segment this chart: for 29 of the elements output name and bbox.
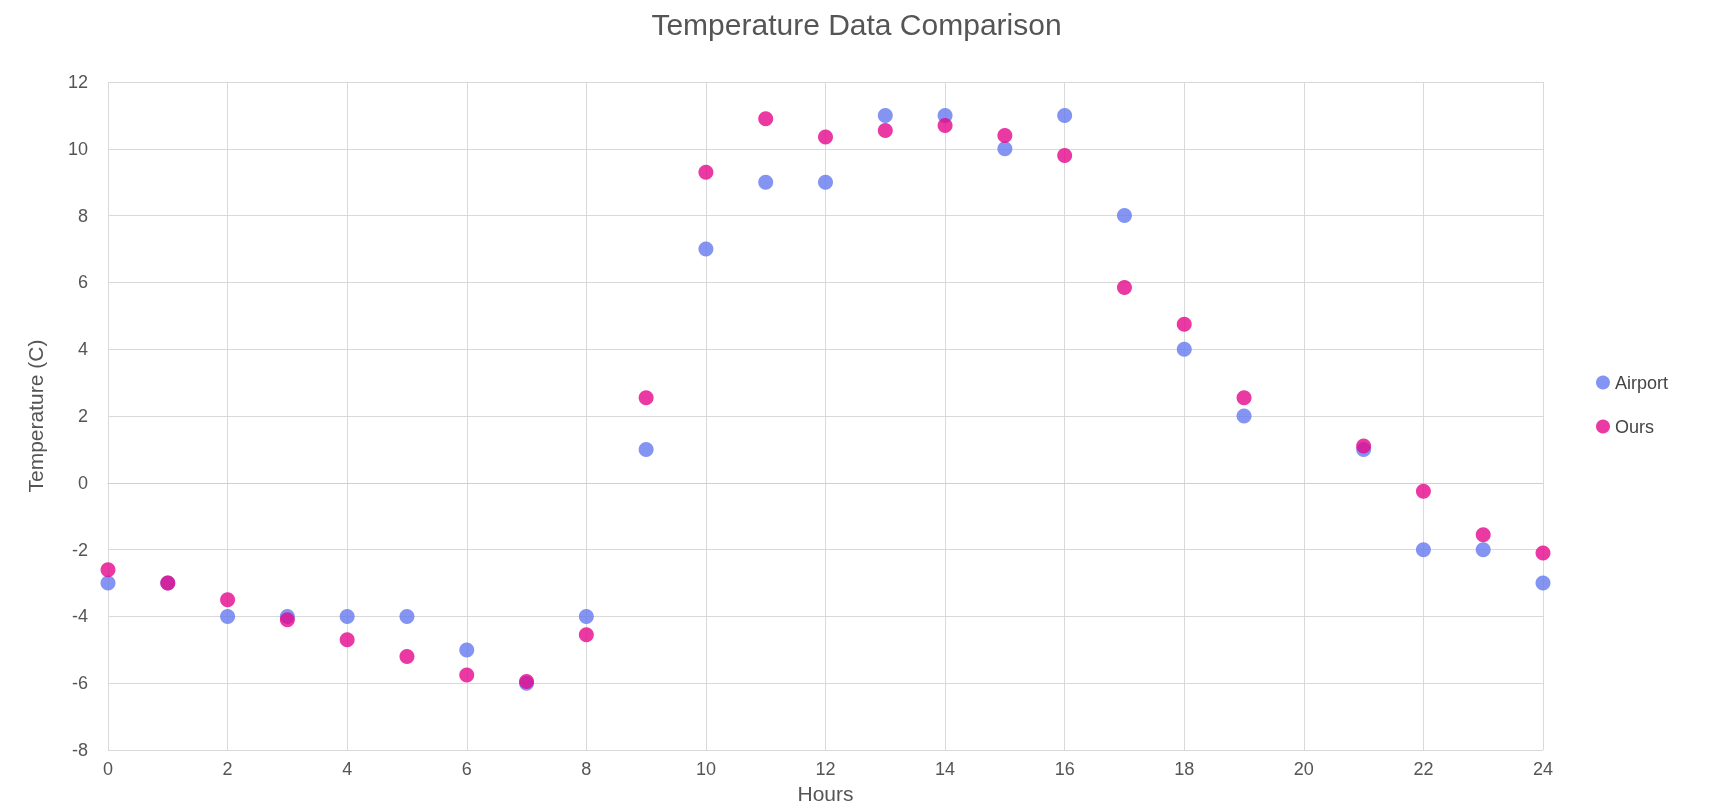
legend-label: Ours	[1614, 416, 1654, 437]
y-tick-label: 12	[67, 72, 88, 92]
y-tick-label: -4	[71, 606, 88, 627]
x-tick-label: 4	[342, 759, 353, 780]
x-tick-label: 24	[1532, 759, 1554, 780]
y-tick-label: 4	[77, 339, 88, 360]
x-axis-title: Hours	[797, 782, 854, 805]
x-tick-label: 20	[1293, 759, 1314, 780]
x-tick-label: 22	[1413, 759, 1434, 780]
y-tick-label: 8	[77, 205, 88, 226]
y-tick-label: 10	[67, 138, 88, 159]
x-tick-label: 16	[1054, 759, 1075, 780]
y-tick-label: 6	[77, 272, 88, 293]
x-tick-label: 18	[1174, 759, 1195, 780]
x-tick-label: 2	[222, 759, 233, 780]
y-tick-label: 0	[77, 472, 88, 493]
x-tick-label: 6	[461, 759, 472, 780]
y-tick-label: -2	[71, 539, 88, 560]
chart-title: Temperature Data Comparison	[651, 7, 1062, 41]
legend-label: Airport	[1614, 372, 1668, 393]
x-tick-label: 10	[695, 759, 716, 780]
y-tick-label: -6	[71, 673, 88, 694]
x-tick-label: 14	[935, 759, 956, 780]
x-tick-label: 0	[102, 759, 114, 780]
x-tick-label: 12	[815, 759, 836, 780]
x-tick-label: 8	[581, 759, 592, 780]
y-tick-label: 2	[77, 406, 88, 427]
y-axis-title: Temperature (C)	[24, 339, 47, 493]
y-tick-label: -8	[71, 740, 88, 761]
